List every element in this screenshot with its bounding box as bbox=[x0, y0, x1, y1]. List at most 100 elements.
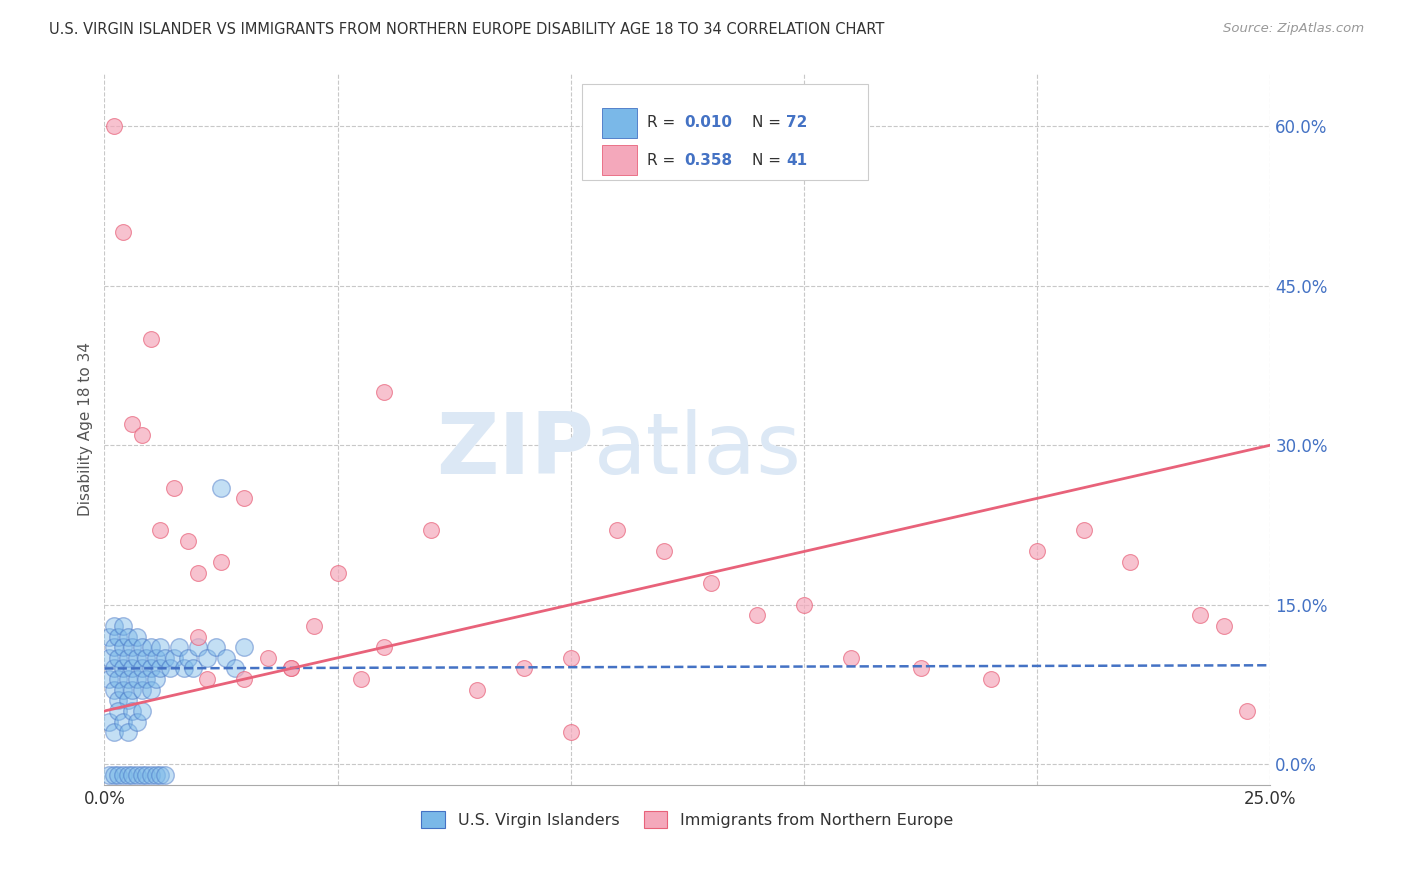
Point bbox=[280, 661, 302, 675]
Point bbox=[149, 523, 172, 537]
Point bbox=[112, 661, 135, 675]
Point bbox=[195, 650, 218, 665]
Point bbox=[163, 481, 186, 495]
Text: 41: 41 bbox=[786, 153, 807, 168]
Point bbox=[121, 704, 143, 718]
Text: R =: R = bbox=[647, 115, 679, 130]
Point bbox=[103, 682, 125, 697]
Point bbox=[214, 650, 236, 665]
Point bbox=[1189, 608, 1212, 623]
Point bbox=[159, 661, 181, 675]
Point bbox=[135, 672, 157, 686]
Point bbox=[224, 661, 246, 675]
Point bbox=[145, 650, 167, 665]
Point bbox=[181, 661, 204, 675]
Point bbox=[233, 672, 256, 686]
Point bbox=[139, 640, 162, 655]
Text: Source: ZipAtlas.com: Source: ZipAtlas.com bbox=[1223, 22, 1364, 36]
Point bbox=[187, 640, 209, 655]
Point bbox=[112, 768, 135, 782]
Point bbox=[125, 630, 148, 644]
Point bbox=[177, 533, 200, 548]
Point bbox=[125, 768, 148, 782]
Point bbox=[125, 714, 148, 729]
Bar bbox=[602, 145, 637, 175]
Point bbox=[98, 672, 121, 686]
Point bbox=[112, 619, 135, 633]
Point bbox=[304, 619, 326, 633]
Point bbox=[98, 630, 121, 644]
Text: N =: N = bbox=[751, 115, 786, 130]
Point bbox=[131, 768, 153, 782]
Point bbox=[98, 714, 121, 729]
Point bbox=[98, 768, 121, 782]
Point bbox=[177, 650, 200, 665]
Point bbox=[121, 417, 143, 431]
Point bbox=[209, 555, 232, 569]
Point bbox=[149, 661, 172, 675]
Point bbox=[513, 661, 536, 675]
Point bbox=[1212, 619, 1234, 633]
Point bbox=[149, 768, 172, 782]
Point bbox=[107, 630, 129, 644]
Point bbox=[139, 682, 162, 697]
Point bbox=[103, 640, 125, 655]
Point bbox=[195, 672, 218, 686]
Point bbox=[121, 661, 143, 675]
Point bbox=[139, 332, 162, 346]
Text: atlas: atlas bbox=[595, 409, 801, 492]
Point bbox=[107, 693, 129, 707]
Point bbox=[107, 650, 129, 665]
Point bbox=[121, 768, 143, 782]
Point bbox=[131, 661, 153, 675]
Point bbox=[149, 640, 172, 655]
Point bbox=[747, 608, 769, 623]
Point bbox=[153, 768, 176, 782]
Point bbox=[131, 682, 153, 697]
Point bbox=[117, 650, 139, 665]
Point bbox=[233, 491, 256, 506]
Point bbox=[173, 661, 195, 675]
Text: 0.358: 0.358 bbox=[683, 153, 733, 168]
Point bbox=[117, 693, 139, 707]
Point bbox=[187, 566, 209, 580]
Point bbox=[145, 672, 167, 686]
Point bbox=[910, 661, 932, 675]
Point bbox=[1026, 544, 1049, 558]
Point bbox=[373, 384, 395, 399]
Point bbox=[560, 725, 582, 739]
Point bbox=[1073, 523, 1095, 537]
Point bbox=[121, 682, 143, 697]
Point bbox=[153, 650, 176, 665]
Point bbox=[98, 650, 121, 665]
Point bbox=[107, 768, 129, 782]
Text: R =: R = bbox=[647, 153, 679, 168]
Point bbox=[350, 672, 373, 686]
Point bbox=[187, 630, 209, 644]
Point bbox=[606, 523, 628, 537]
Point bbox=[373, 640, 395, 655]
Point bbox=[699, 576, 721, 591]
Point bbox=[117, 630, 139, 644]
Point bbox=[1119, 555, 1142, 569]
Point bbox=[793, 598, 815, 612]
Bar bbox=[602, 108, 637, 137]
Text: 0.010: 0.010 bbox=[683, 115, 733, 130]
Point bbox=[326, 566, 349, 580]
Text: N =: N = bbox=[751, 153, 786, 168]
Point bbox=[117, 672, 139, 686]
Point bbox=[103, 119, 125, 133]
Point bbox=[280, 661, 302, 675]
Point bbox=[135, 650, 157, 665]
Point bbox=[103, 619, 125, 633]
Point bbox=[131, 427, 153, 442]
Point bbox=[139, 768, 162, 782]
Point bbox=[167, 640, 190, 655]
Point bbox=[103, 725, 125, 739]
Point bbox=[121, 640, 143, 655]
Y-axis label: Disability Age 18 to 34: Disability Age 18 to 34 bbox=[79, 343, 93, 516]
Point bbox=[980, 672, 1002, 686]
Point bbox=[233, 640, 256, 655]
Point bbox=[135, 768, 157, 782]
Point bbox=[112, 640, 135, 655]
